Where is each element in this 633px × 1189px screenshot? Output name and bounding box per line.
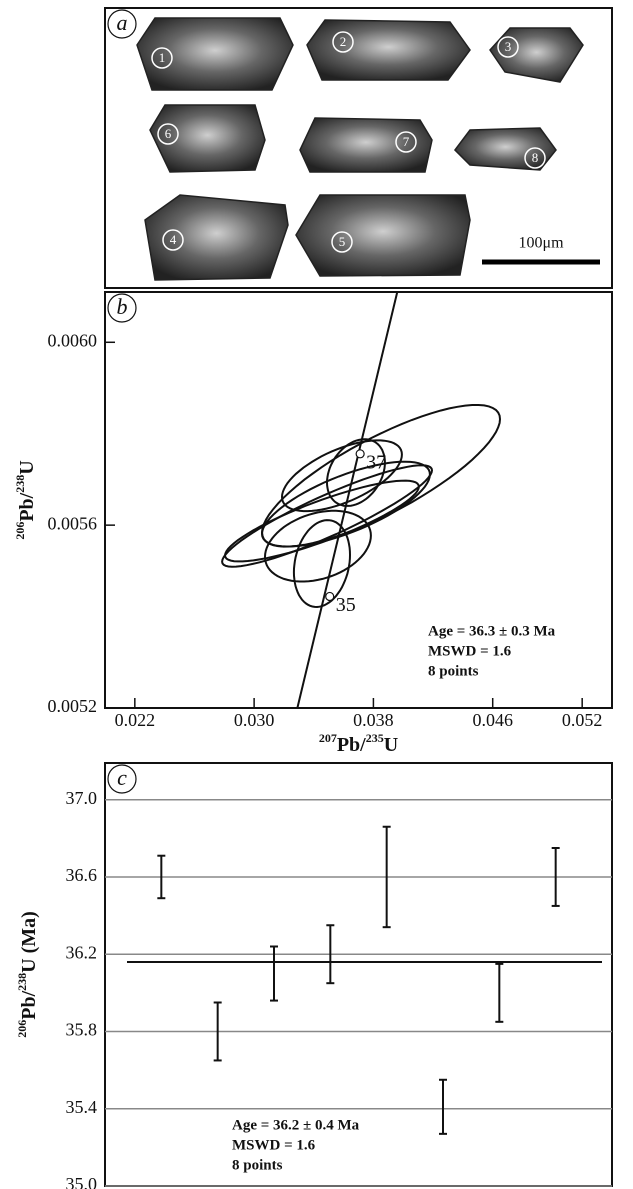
error-bar [326, 924, 335, 985]
axis-label: 206Pb/238U (Ma) [15, 911, 40, 1038]
error-ellipse [260, 460, 431, 548]
grain-number: 5 [339, 234, 346, 249]
annotation: 8 points [428, 663, 479, 679]
error-ellipse [263, 509, 372, 583]
annotation: MSWD = 1.6 [232, 1137, 316, 1153]
concordia-age-marker [325, 591, 335, 602]
error-bar [157, 854, 166, 900]
axis-label-sup: 235 [366, 731, 384, 745]
axis-label-part: U (Ma) [18, 911, 40, 973]
zircon-grain [454, 127, 557, 171]
error-ellipse [223, 479, 420, 563]
panel-label: b [117, 294, 128, 319]
y-tick-label: 36.2 [66, 942, 98, 962]
concordia-age-marker [355, 449, 365, 459]
panel-label: a [117, 10, 128, 35]
axis-label: 206Pb/238U [13, 460, 38, 539]
x-tick-label: 0.038 [353, 710, 394, 730]
grain-number-circle [332, 31, 354, 53]
grain-number: 7 [403, 134, 410, 149]
y-tick-label: 0.0056 [48, 513, 98, 533]
grain-number: 8 [532, 150, 539, 165]
grain-number-circle [151, 47, 173, 69]
y-tick-label: 35.4 [66, 1097, 98, 1117]
y-tick-label: 37.0 [66, 788, 98, 808]
grain-number-circle [524, 147, 546, 169]
annotation: 8 points [232, 1157, 283, 1173]
panel-b-frame [104, 291, 613, 709]
y-tick-label: 36.6 [66, 865, 98, 885]
axis-label-sup: 206 [15, 1020, 29, 1038]
zircon-grain [136, 17, 294, 91]
x-tick-label: 0.052 [562, 710, 603, 730]
panel-label-circle [107, 9, 137, 39]
annotation: Age = 36.3 ± 0.3 Ma [428, 623, 556, 639]
axis-label-sup: 238 [13, 475, 27, 493]
grain-number: 6 [165, 126, 172, 141]
panel-a-frame [104, 7, 613, 289]
concordia-age-label: 37 [366, 451, 386, 473]
error-ellipse [325, 438, 386, 507]
zircon-grain [299, 117, 433, 173]
panel-label-circle [107, 293, 137, 323]
error-ellipse [292, 519, 352, 609]
axis-label-part: U [16, 460, 38, 474]
error-ellipse [221, 464, 434, 568]
y-tick-label: 35.8 [66, 1020, 98, 1040]
grain-number: 2 [340, 34, 347, 49]
grain-number-circle [331, 231, 353, 253]
error-bar [382, 825, 391, 929]
zircon-grain [306, 19, 471, 81]
concordia-age-label: 35 [336, 594, 356, 616]
grain-number-circle [497, 36, 519, 58]
x-tick-label: 0.030 [234, 710, 275, 730]
grain-number-circle [162, 229, 184, 251]
axis-label-sup: 238 [15, 973, 29, 991]
y-tick-label: 0.0060 [48, 330, 98, 350]
zircon-grain [489, 27, 584, 83]
y-tick-label: 35.0 [66, 1174, 98, 1189]
annotation: Age = 36.2 ± 0.4 Ma [232, 1117, 360, 1133]
x-tick-label: 0.046 [472, 710, 513, 730]
error-bar [495, 962, 504, 1023]
error-ellipse [260, 404, 502, 548]
axis-label-part: Pb/ [18, 990, 40, 1019]
zircon-grain [149, 104, 266, 173]
grain-number: 3 [505, 39, 512, 54]
axis-label-sup: 206 [13, 522, 27, 540]
grain-number-circle [395, 131, 417, 153]
error-bar [551, 846, 560, 907]
axis-label-part: U [384, 734, 398, 756]
annotation: MSWD = 1.6 [428, 643, 512, 659]
grain-number-circle [157, 123, 179, 145]
grain-number: 1 [159, 50, 166, 65]
axis-label-part: Pb/ [16, 492, 38, 521]
axis-label-sup: 207 [319, 731, 337, 745]
panel-label: c [117, 765, 127, 790]
error-bar [270, 945, 278, 1002]
x-tick-label: 0.022 [115, 710, 156, 730]
error-bar [213, 1001, 222, 1062]
axis-label: 207Pb/235U [319, 731, 398, 756]
y-tick-label: 0.0052 [48, 696, 98, 716]
zircon-grain [144, 194, 289, 281]
panel-label-circle [107, 764, 137, 794]
axis-label-part: Pb/ [337, 734, 366, 756]
concordia-line [296, 291, 399, 709]
error-bar [439, 1078, 447, 1135]
scale-bar-label: 100μm [518, 235, 564, 252]
zircon-grain [295, 194, 471, 277]
grain-number: 4 [170, 232, 177, 247]
